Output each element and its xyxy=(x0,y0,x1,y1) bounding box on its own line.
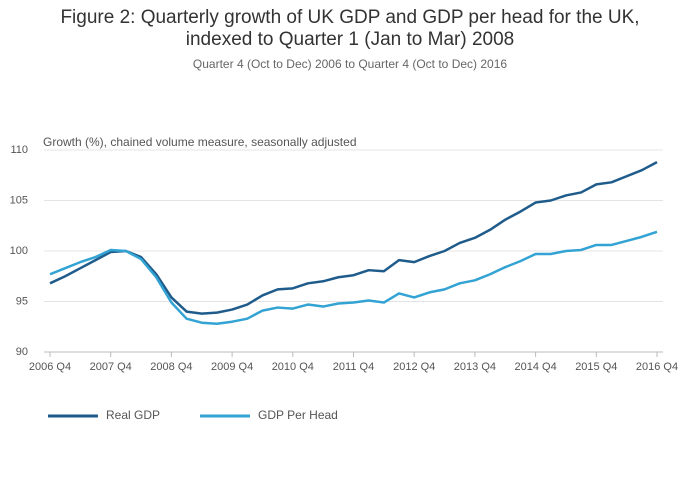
x-tick-label: 2009 Q4 xyxy=(211,361,253,373)
chart-title: Figure 2: Quarterly growth of UK GDP and… xyxy=(60,7,639,28)
y-axis-label: Growth (%), chained volume measure, seas… xyxy=(43,135,357,149)
x-tick-label: 2016 Q4 xyxy=(636,361,678,373)
chart-title: indexed to Quarter 1 (Jan to Mar) 2008 xyxy=(186,29,514,50)
y-tick-label: 100 xyxy=(10,245,28,257)
chart-subtitle: Quarter 4 (Oct to Dec) 2006 to Quarter 4… xyxy=(193,57,507,71)
x-tick-label: 2011 Q4 xyxy=(333,361,374,373)
x-tick-label: 2008 Q4 xyxy=(150,361,192,373)
x-tick-label: 2013 Q4 xyxy=(454,361,496,373)
line-series xyxy=(49,161,658,315)
x-tick-label: 2006 Q4 xyxy=(29,361,71,373)
x-tick-label: 2007 Q4 xyxy=(90,361,132,373)
x-tick-label: 2015 Q4 xyxy=(575,361,617,373)
legend-label: Real GDP xyxy=(106,408,160,422)
y-tick-label: 110 xyxy=(10,144,28,156)
x-tick-label: 2010 Q4 xyxy=(272,361,314,373)
x-tick-label: 2014 Q4 xyxy=(514,361,556,373)
y-tick-label: 95 xyxy=(16,295,28,307)
x-tick-label: 2012 Q4 xyxy=(393,361,435,373)
legend-label: GDP Per Head xyxy=(258,408,338,422)
y-tick-label: 105 xyxy=(10,194,28,206)
line-series xyxy=(49,230,658,325)
y-tick-label: 90 xyxy=(16,346,28,358)
